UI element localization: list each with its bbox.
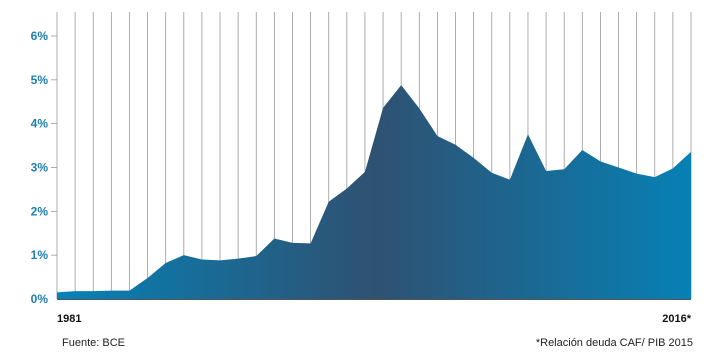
x-tick-label-start: 1981 <box>57 313 81 325</box>
y-tick-label: 6% <box>31 29 49 43</box>
source-note: Fuente: BCE <box>62 337 125 349</box>
y-axis: 0% 1% 2% 3% 4% 5% 6% <box>31 29 57 306</box>
y-tick-label: 4% <box>31 117 49 131</box>
x-tick-label-end: 2016* <box>662 313 691 325</box>
y-tick-label: 3% <box>31 161 49 175</box>
y-tick-label: 0% <box>31 292 49 306</box>
y-tick-label: 1% <box>31 248 49 262</box>
y-tick-label: 2% <box>31 204 49 218</box>
footnote: *Relación deuda CAF/ PIB 2015 <box>535 337 693 349</box>
debt-area-series <box>57 85 691 299</box>
y-tick-label: 5% <box>31 73 49 87</box>
